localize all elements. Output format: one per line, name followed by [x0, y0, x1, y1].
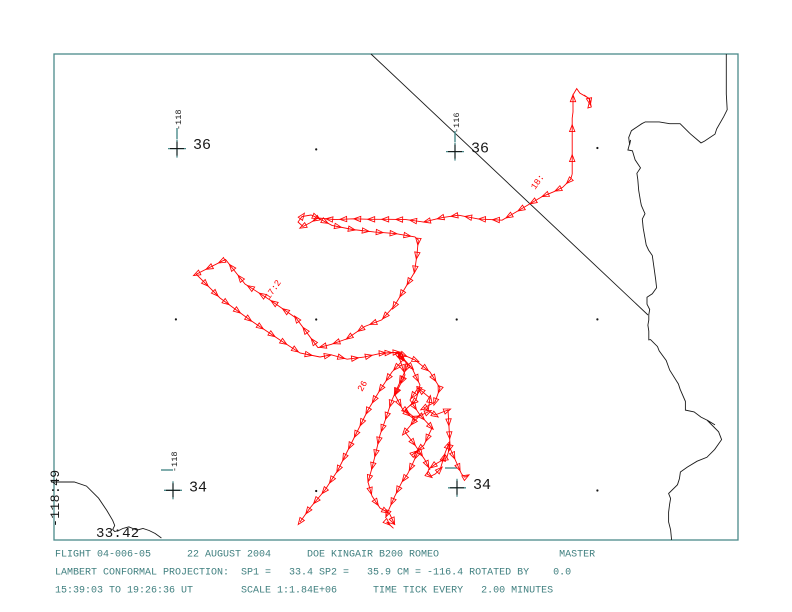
svg-text:-118: -118 [175, 109, 184, 130]
svg-text:34: 34 [473, 477, 491, 494]
svg-text:FLIGHT 04-006-05 22 AUGUS: FLIGHT 04-006-05 22 AUGUST 2004 DOE KING… [55, 550, 595, 561]
svg-text:-118: -118 [171, 451, 180, 472]
svg-text:18:: 18: [529, 173, 546, 192]
svg-text:LAMBERT CONFORMAL PROJECTION:: LAMBERT CONFORMAL PROJECTION: SP1 = 33.4… [55, 568, 571, 579]
svg-text:15:39:03 TO 19:26:36 UT: 15:39:03 TO 19:26:36 UT SCALE 1:1.84E+06… [55, 586, 553, 597]
svg-text:17:2: 17:2 [263, 278, 284, 301]
svg-text:-116: -116 [453, 112, 462, 133]
svg-text:26: 26 [356, 379, 370, 393]
svg-text:-118:49: -118:49 [48, 470, 63, 528]
svg-text:33:42: 33:42 [96, 526, 140, 542]
svg-text:36: 36 [471, 141, 489, 158]
svg-text:34: 34 [189, 480, 207, 497]
svg-text:36: 36 [193, 137, 211, 154]
